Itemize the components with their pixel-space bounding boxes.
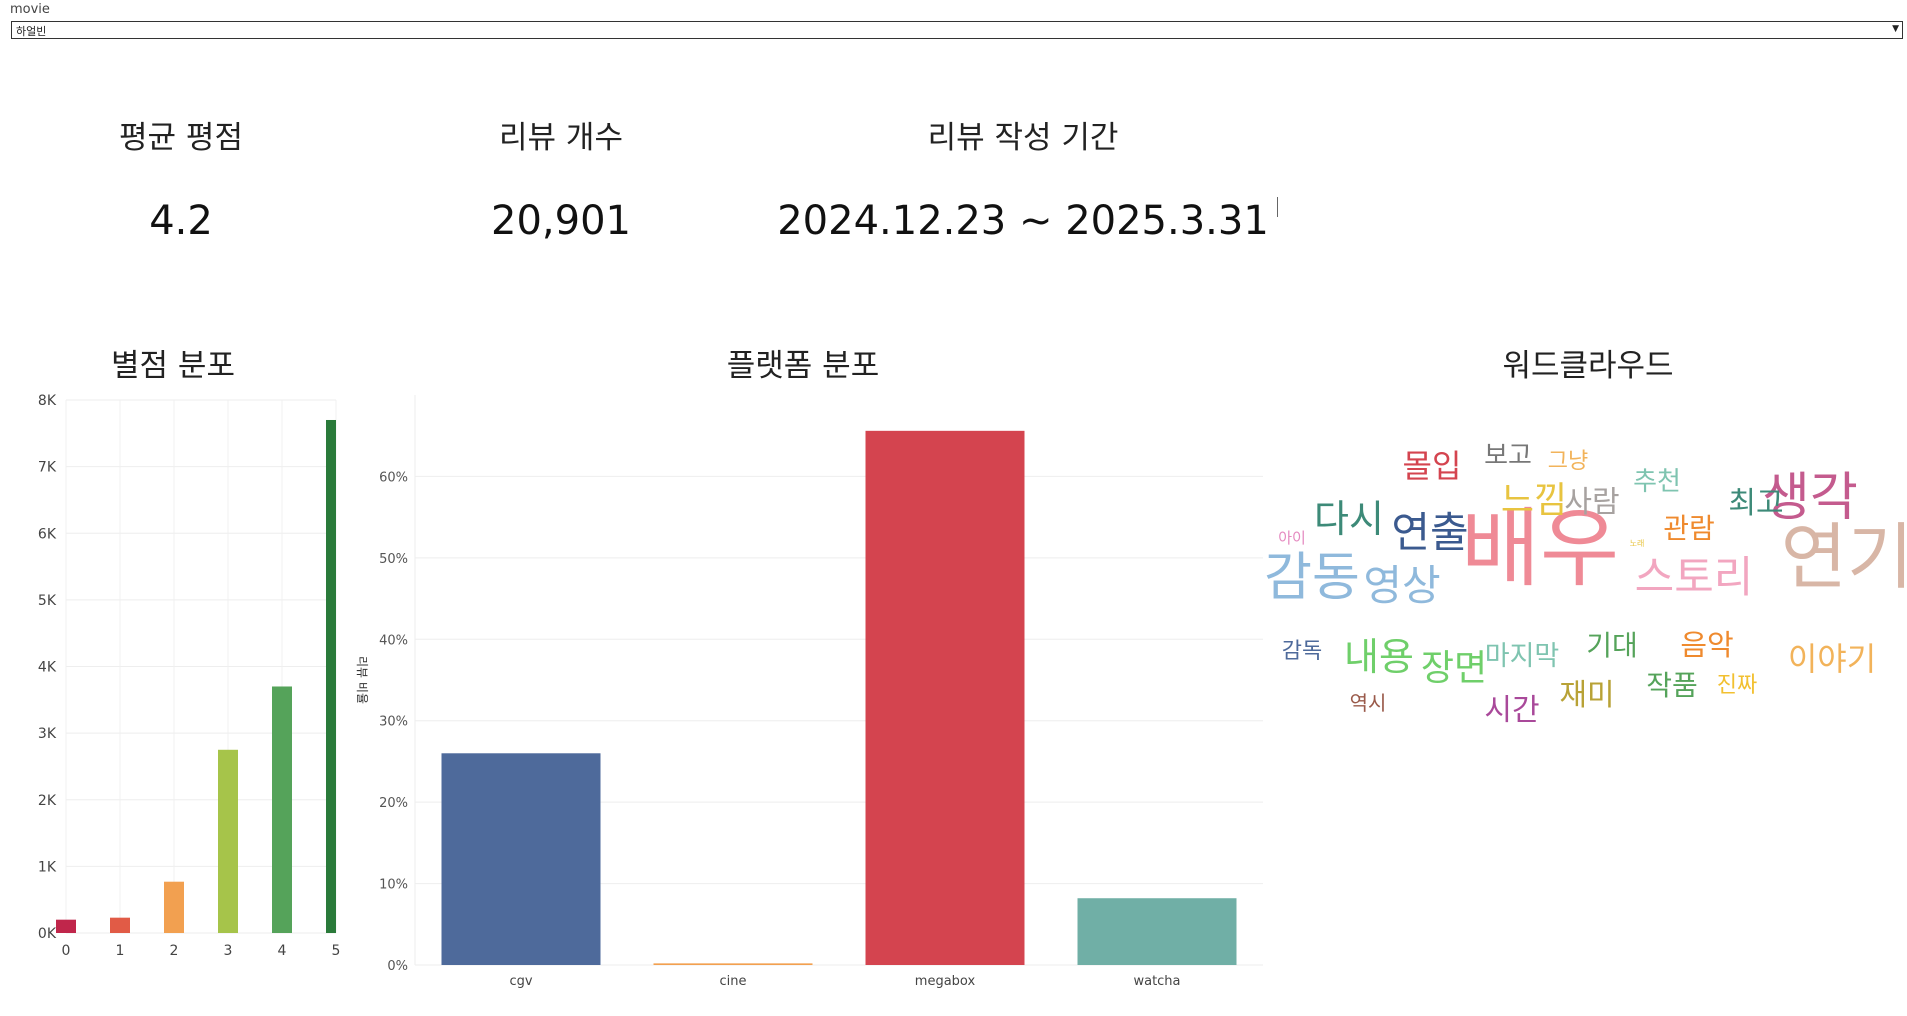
review-count-title: 리뷰 개수 xyxy=(499,120,623,156)
x-tick-label: watcha xyxy=(1133,974,1180,989)
wordcloud-word: 아이 xyxy=(1278,529,1306,547)
y-tick-label: 50% xyxy=(379,552,408,567)
wordcloud-word: 추천 xyxy=(1633,467,1681,497)
wordcloud-word: 마지막 xyxy=(1485,641,1560,672)
y-tick-label: 60% xyxy=(379,470,408,485)
x-tick-label: megabox xyxy=(915,974,976,989)
y-tick-label: 6K xyxy=(38,526,57,542)
bar xyxy=(441,753,601,965)
review-count-value: 20,901 xyxy=(491,198,631,244)
y-tick-label: 40% xyxy=(379,633,408,648)
wordcloud-word: 연기 xyxy=(1781,515,1907,599)
bar xyxy=(326,419,336,933)
wordcloud-word: 영상 xyxy=(1363,561,1440,610)
wordcloud-word: 사람 xyxy=(1564,485,1619,520)
wordcloud-word: 감동 xyxy=(1264,548,1360,608)
movie-select[interactable]: 하얼빈 ▼ xyxy=(11,21,1903,39)
avg-rating-title: 평균 평점 xyxy=(119,120,243,156)
wordcloud-word: 노래 xyxy=(1630,539,1645,548)
y-axis-label: 리뷰 비율 xyxy=(355,656,369,704)
wordcloud-word: 다시 xyxy=(1314,497,1384,541)
y-tick-label: 7K xyxy=(38,460,57,476)
wordcloud-word: 최고 xyxy=(1728,486,1783,521)
bar xyxy=(653,963,813,965)
wordcloud-word: 작품 xyxy=(1646,669,1698,702)
bar xyxy=(218,749,238,933)
wordcloud-word: 스토리 xyxy=(1635,553,1754,603)
platform-distribution-chart: 0% 10% 20% 30% 40% 50% 60% 리뷰 비율 cgv cine megabox w… xyxy=(355,395,1263,989)
x-tick-label: 0 xyxy=(62,943,71,959)
y-tick-label: 4K xyxy=(38,660,57,676)
movie-filter-label: movie xyxy=(10,2,50,17)
bar xyxy=(1077,898,1237,965)
wordcloud-word: 내용 xyxy=(1344,635,1414,679)
y-tick-label: 0% xyxy=(387,959,408,974)
wordcloud-word: 배우 xyxy=(1461,499,1619,599)
wordcloud-word: 관람 xyxy=(1663,512,1715,545)
bar xyxy=(56,919,76,933)
wordcloud-word: 장면 xyxy=(1421,648,1487,689)
avg-rating-value: 4.2 xyxy=(149,198,213,244)
wordcloud-title: 워드클라우드 xyxy=(1502,348,1674,384)
wordcloud-word: 그냥 xyxy=(1548,449,1588,474)
y-tick-label: 0K xyxy=(38,926,57,942)
y-tick-label: 20% xyxy=(379,796,408,811)
platform-dist-title: 플랫폼 분포 xyxy=(726,348,880,384)
wordcloud-word: 이야기 xyxy=(1788,640,1876,678)
y-tick-label: 10% xyxy=(379,878,408,893)
bar xyxy=(164,881,184,933)
x-tick-label: 1 xyxy=(116,943,125,959)
bar xyxy=(865,430,1025,965)
wordcloud-word: 재미 xyxy=(1559,678,1614,713)
x-tick-label: 5 xyxy=(332,943,341,959)
y-tick-label: 1K xyxy=(38,859,57,875)
movie-select-value: 하얼빈 xyxy=(16,25,47,38)
wordcloud-word: 몰입 xyxy=(1403,447,1462,485)
bar xyxy=(272,686,292,933)
wordcloud-word: 감독 xyxy=(1282,639,1322,664)
review-period-title: 리뷰 작성 기간 xyxy=(927,120,1119,156)
wordcloud-word: 진짜 xyxy=(1717,673,1757,698)
chevron-down-icon[interactable]: ▼ xyxy=(1892,24,1899,34)
y-tick-label: 30% xyxy=(379,715,408,730)
star-distribution-chart: 0K 1K 2K 3K 4K 5K 6K 7K 8K 0 1 2 3 4 5 xyxy=(38,393,341,959)
divider xyxy=(1277,197,1278,217)
x-tick-label: cgv xyxy=(509,974,532,989)
x-tick-label: 4 xyxy=(278,943,287,959)
y-tick-label: 3K xyxy=(38,726,57,742)
wordcloud-word: 기대 xyxy=(1586,629,1638,662)
review-period-value: 2024.12.23 ~ 2025.3.31 xyxy=(777,198,1269,244)
wordcloud-word: 연출 xyxy=(1391,508,1468,557)
star-dist-title: 별점 분포 xyxy=(111,348,235,384)
y-tick-label: 8K xyxy=(38,393,57,409)
x-tick-label: cine xyxy=(720,974,747,989)
wordcloud-word: 보고 xyxy=(1484,441,1532,471)
x-tick-label: 2 xyxy=(170,943,179,959)
wordcloud-word: 역시 xyxy=(1350,691,1387,715)
x-tick-label: 3 xyxy=(224,943,233,959)
bar xyxy=(110,917,130,933)
wordcloud-word: 음악 xyxy=(1680,628,1733,662)
y-tick-label: 2K xyxy=(38,793,57,809)
wordcloud-word: 시간 xyxy=(1484,693,1539,728)
y-tick-label: 5K xyxy=(38,593,57,609)
wordcloud-word: 느낌 xyxy=(1501,480,1567,521)
wordcloud-word: 생각 xyxy=(1762,468,1858,528)
